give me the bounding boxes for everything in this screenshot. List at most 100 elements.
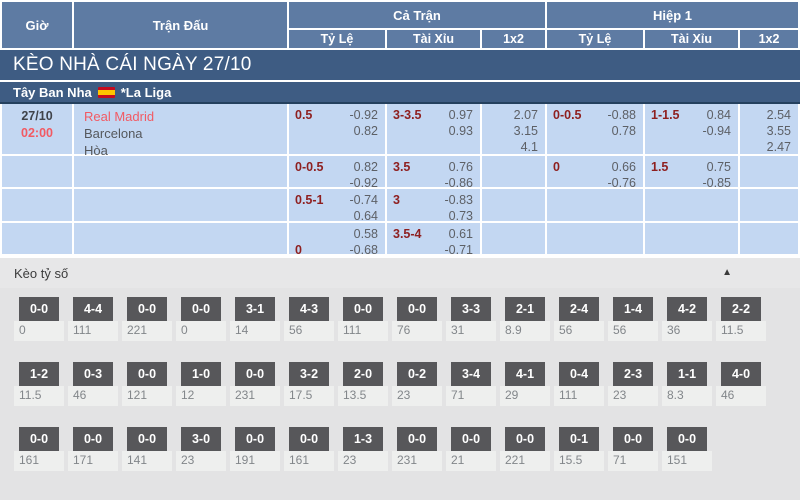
score-option[interactable]: 1-2 11.5	[14, 362, 64, 406]
score-option[interactable]: 0-0 21	[446, 427, 496, 471]
odds-label: 3	[393, 193, 400, 207]
score-option[interactable]: 0-0 0	[176, 297, 226, 341]
score-option[interactable]: 0-0 121	[122, 362, 172, 406]
score-option[interactable]: 4-2 36	[662, 297, 712, 341]
score-option[interactable]: 1-4 56	[608, 297, 658, 341]
score-odds: 21	[446, 451, 496, 471]
score-option[interactable]: 0-0 231	[230, 362, 280, 406]
score-option[interactable]: 0-0 191	[230, 427, 280, 471]
score-option[interactable]: 0-0 0	[14, 297, 64, 341]
score-odds: 23	[338, 451, 388, 471]
ft-overunder-cell[interactable]: 3-3.5 0.97 0.93	[387, 104, 480, 154]
ft-1x2-cell	[482, 156, 545, 187]
collapse-arrow-icon[interactable]: ▲	[722, 267, 732, 278]
odds-value: -0.83	[444, 193, 474, 207]
score-option[interactable]: 0-0 71	[608, 427, 658, 471]
score-option[interactable]: 0-0 171	[68, 427, 118, 471]
odds-label: 3-3.5	[393, 108, 422, 122]
score-option[interactable]: 0-0 141	[122, 427, 172, 471]
score-option[interactable]: 1-1 8.3	[662, 362, 712, 406]
score-option[interactable]: 2-0 13.5	[338, 362, 388, 406]
score-option[interactable]: 0-0 161	[14, 427, 64, 471]
match-teams-cell[interactable]: Real Madrid Barcelona Hòa	[74, 104, 287, 158]
league-country-label: Tây Ban Nha	[13, 84, 92, 100]
score-box: 4-0	[721, 362, 761, 386]
ft-1x2-cell[interactable]: 2.07 3.15 4.1	[482, 104, 545, 154]
score-option[interactable]: 0-0 221	[500, 427, 550, 471]
odds-value: 0.73	[448, 209, 473, 223]
h1-overunder-cell[interactable]: 1.5 0.75 -0.85	[645, 156, 738, 190]
score-option[interactable]: 0-0 231	[392, 427, 442, 471]
odds-label: 0.5	[295, 108, 313, 122]
score-option[interactable]: 0-4 111	[554, 362, 604, 406]
score-option[interactable]: 0-0 151	[662, 427, 712, 471]
odds-line: 0 0.66	[553, 159, 636, 175]
score-box: 1-4	[613, 297, 653, 321]
score-option[interactable]: 0-0 76	[392, 297, 442, 341]
odds-label: 0	[553, 160, 560, 174]
score-odds: 12	[176, 386, 226, 406]
score-box: 4-4	[73, 297, 113, 321]
score-option[interactable]: 2-3 23	[608, 362, 658, 406]
ft-overunder-cell[interactable]: 3 -0.83 0.73	[387, 189, 480, 223]
odds-line: 0.5 -0.92	[295, 107, 378, 123]
odds-value: -0.74	[349, 193, 379, 207]
match-teams-cell[interactable]	[74, 189, 287, 221]
score-box: 0-0	[613, 427, 653, 451]
match-teams-cell[interactable]	[74, 223, 287, 254]
score-option[interactable]: 0-0 221	[122, 297, 172, 341]
score-option[interactable]: 4-4 111	[68, 297, 118, 341]
score-option[interactable]: 3-2 17.5	[284, 362, 334, 406]
odds-value: -0.71	[444, 243, 474, 257]
odds-value: 0.97	[448, 108, 473, 122]
score-option[interactable]: 3-4 71	[446, 362, 496, 406]
date-banner-title: KÈO NHÀ CÁI NGÀY 27/10	[0, 50, 800, 80]
odds-value: -0.76	[607, 176, 637, 190]
ft-1x2-cell	[482, 189, 545, 221]
column-header-ft-1x2: 1x2	[482, 30, 545, 48]
score-option[interactable]: 0-2 23	[392, 362, 442, 406]
score-odds: 11.5	[14, 386, 64, 406]
ft-handicap-cell[interactable]: 0.58 0 -0.68	[289, 223, 385, 257]
h1-1x2-cell[interactable]: 2.54 3.55 2.47	[740, 104, 798, 154]
score-option[interactable]: 2-1 8.9	[500, 297, 550, 341]
h1-overunder-cell[interactable]: 1-1.5 0.84 -0.94	[645, 104, 738, 154]
score-option[interactable]: 3-1 14	[230, 297, 280, 341]
odds-line: 0-0.5 0.82	[295, 159, 378, 175]
ft-overunder-cell[interactable]: 3.5 0.76 -0.86	[387, 156, 480, 190]
ft-handicap-cell[interactable]: 0-0.5 0.82 -0.92	[289, 156, 385, 190]
h1-handicap-cell	[547, 223, 643, 254]
score-odds: 161	[284, 451, 334, 471]
ft-overunder-cell[interactable]: 3.5-4 0.61 -0.71	[387, 223, 480, 257]
score-option[interactable]: 1-3 23	[338, 427, 388, 471]
score-option[interactable]: 0-1 15.5	[554, 427, 604, 471]
score-option[interactable]: 0-0 111	[338, 297, 388, 341]
score-option[interactable]: 4-1 29	[500, 362, 550, 406]
score-option[interactable]: 3-3 31	[446, 297, 496, 341]
h1-handicap-cell[interactable]: 0 0.66 -0.76	[547, 156, 643, 190]
score-odds: 8.3	[662, 386, 712, 406]
ft-handicap-cell[interactable]: 0.5 -0.92 0.82	[289, 104, 385, 154]
score-odds: 13.5	[338, 386, 388, 406]
score-option[interactable]: 0-3 46	[68, 362, 118, 406]
odds-line: -0.94	[651, 123, 732, 139]
score-box: 0-0	[235, 362, 275, 386]
score-odds: 56	[608, 321, 658, 341]
odds-value: 3.55	[766, 124, 791, 138]
score-option[interactable]: 4-3 56	[284, 297, 334, 341]
score-option[interactable]: 4-0 46	[716, 362, 766, 406]
score-option[interactable]: 2-2 11.5	[716, 297, 766, 341]
score-section-header: Kèo tỷ số ▲	[0, 258, 800, 288]
h1-handicap-cell[interactable]: 0-0.5 -0.88 0.78	[547, 104, 643, 154]
ft-handicap-cell[interactable]: 0.5-1 -0.74 0.64	[289, 189, 385, 223]
score-option[interactable]: 2-4 56	[554, 297, 604, 341]
score-option[interactable]: 3-0 23	[176, 427, 226, 471]
score-option[interactable]: 0-0 161	[284, 427, 334, 471]
match-teams-cell[interactable]	[74, 156, 287, 187]
score-odds: 0	[176, 321, 226, 341]
league-row[interactable]: Tây Ban Nha *La Liga	[0, 82, 800, 104]
score-option[interactable]: 1-0 12	[176, 362, 226, 406]
score-odds: 46	[716, 386, 766, 406]
score-box: 1-0	[181, 362, 221, 386]
score-odds: 14	[230, 321, 280, 341]
